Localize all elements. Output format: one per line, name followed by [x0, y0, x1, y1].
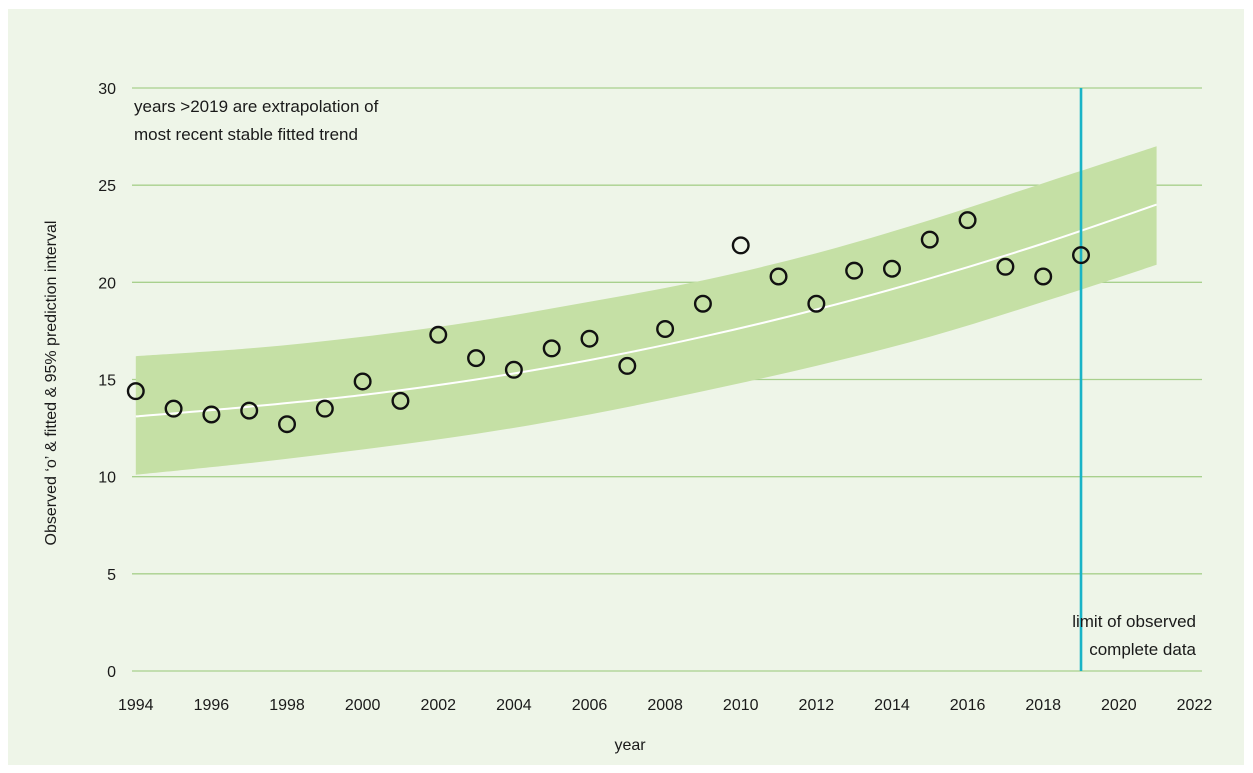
x-tick-2010: 2010: [723, 697, 759, 714]
observed-point-2011: [769, 267, 788, 286]
x-tick-1996: 1996: [194, 697, 230, 714]
limit-note-line-2: complete data: [1089, 640, 1196, 659]
x-tick-2022: 2022: [1177, 697, 1213, 714]
observed-point-2007: [618, 356, 637, 375]
observed-point-2019: [1072, 246, 1091, 265]
y-tick-20: 20: [98, 275, 116, 292]
prediction-interval-band: [135, 146, 1157, 475]
observed-point-2002: [429, 325, 448, 344]
x-tick-2004: 2004: [496, 697, 532, 714]
observed-point-1996: [202, 405, 221, 424]
x-tick-2008: 2008: [647, 697, 683, 714]
extrapolation-note-line-2: most recent stable fitted trend: [134, 125, 358, 144]
observed-point-1997: [240, 401, 259, 420]
observed-point-2005: [542, 339, 561, 358]
x-tick-1998: 1998: [269, 697, 305, 714]
observed-point-2001: [391, 391, 410, 410]
y-tick-10: 10: [98, 470, 116, 487]
observed-point-2018: [1034, 267, 1053, 286]
x-tick-2006: 2006: [572, 697, 608, 714]
x-tick-1994: 1994: [118, 697, 154, 714]
observed-point-2016: [958, 211, 977, 230]
extrapolation-note-line-1: years >2019 are extrapolation of: [134, 97, 379, 116]
x-axis-title: year: [614, 737, 646, 754]
observed-points: [126, 211, 1091, 434]
tick-labels: 1994 1996 1998 2000 2002 2004 2006 2008 2010 2012…: [98, 81, 1212, 714]
y-tick-15: 15: [98, 373, 116, 390]
x-tick-2002: 2002: [420, 697, 456, 714]
observed-point-2000: [353, 372, 372, 391]
x-tick-2016: 2016: [950, 697, 986, 714]
x-tick-2012: 2012: [799, 697, 835, 714]
observed-point-2015: [920, 230, 939, 249]
x-tick-2020: 2020: [1101, 697, 1137, 714]
observed-point-1999: [315, 399, 334, 418]
prediction-interval-area: [135, 146, 1157, 475]
observed-point-1994: [126, 382, 145, 401]
x-tick-2018: 2018: [1025, 697, 1061, 714]
y-axis-title: Observed ‘o’ & fitted & 95% prediction i…: [43, 221, 60, 546]
observed-point-2013: [845, 261, 864, 280]
observed-point-2010: [731, 236, 750, 255]
observed-point-1998: [278, 415, 297, 434]
observed-point-2009: [693, 294, 712, 313]
limit-note-line-1: limit of observed: [1072, 612, 1196, 631]
observed-point-1995: [164, 399, 183, 418]
x-tick-2000: 2000: [345, 697, 381, 714]
observed-point-2017: [996, 257, 1015, 276]
observed-point-2003: [467, 349, 486, 368]
observed-point-2014: [882, 259, 901, 278]
y-tick-30: 30: [98, 81, 116, 98]
fitted-trend: [135, 203, 1157, 418]
observed-point-2012: [807, 294, 826, 313]
observed-point-2006: [580, 329, 599, 348]
y-tick-0: 0: [107, 664, 116, 681]
observed-point-2008: [656, 319, 675, 338]
y-tick-5: 5: [107, 567, 116, 584]
x-tick-2014: 2014: [874, 697, 910, 714]
fitted-line: [135, 203, 1157, 418]
observed-point-2004: [504, 360, 523, 379]
y-tick-25: 25: [98, 178, 116, 195]
